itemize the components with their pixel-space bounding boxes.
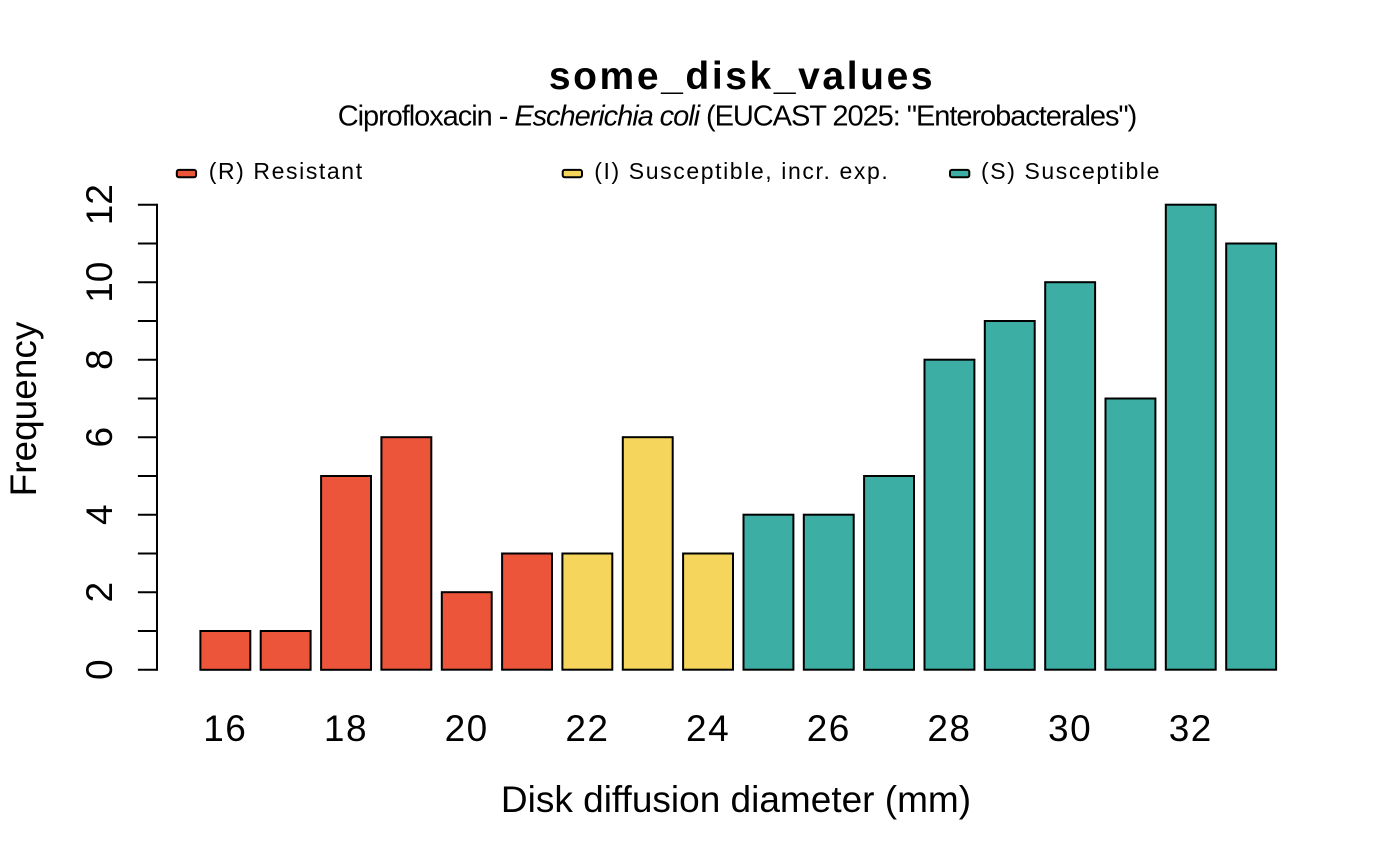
svg-text:20: 20 <box>445 708 489 749</box>
svg-text:28: 28 <box>927 708 971 749</box>
svg-text:4: 4 <box>79 504 120 525</box>
svg-text:(S) Susceptible: (S) Susceptible <box>981 158 1161 184</box>
svg-text:32: 32 <box>1169 708 1213 749</box>
svg-text:8: 8 <box>79 349 120 370</box>
svg-text:(R) Resistant: (R) Resistant <box>209 158 364 184</box>
svg-text:(I) Susceptible, incr. exp.: (I) Susceptible, incr. exp. <box>594 158 889 184</box>
svg-text:30: 30 <box>1048 708 1092 749</box>
svg-text:10: 10 <box>79 262 120 303</box>
svg-text:0: 0 <box>79 659 120 680</box>
svg-text:26: 26 <box>807 708 851 749</box>
svg-text:22: 22 <box>565 708 609 749</box>
svg-text:24: 24 <box>686 708 730 749</box>
svg-text:Frequency: Frequency <box>3 321 44 496</box>
svg-text:18: 18 <box>324 708 368 749</box>
svg-text:12: 12 <box>79 184 120 225</box>
svg-text:Disk diffusion diameter (mm): Disk diffusion diameter (mm) <box>501 779 971 820</box>
svg-text:Ciprofloxacin - Escherichia co: Ciprofloxacin - Escherichia coli (EUCAST… <box>338 101 1137 133</box>
svg-text:16: 16 <box>203 708 247 749</box>
svg-text:6: 6 <box>79 427 120 448</box>
svg-text:2: 2 <box>79 582 120 603</box>
svg-text:some_disk_values: some_disk_values <box>549 55 935 98</box>
